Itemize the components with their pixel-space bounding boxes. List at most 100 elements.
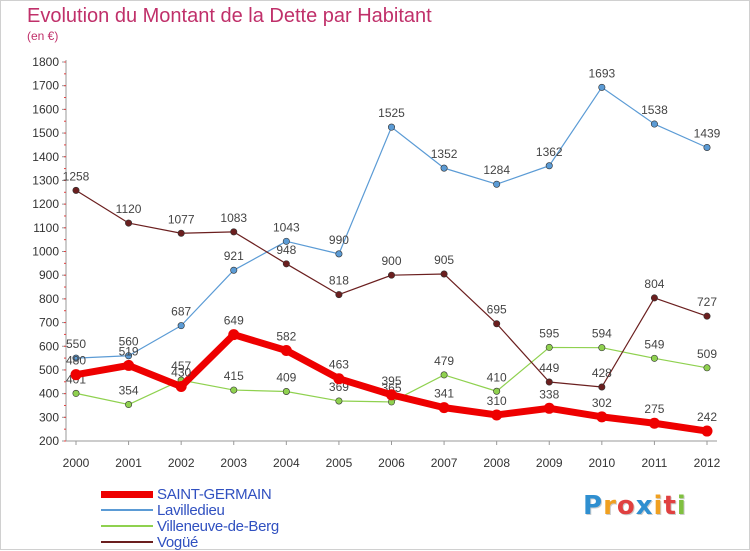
data-point bbox=[438, 402, 450, 414]
data-label: 804 bbox=[644, 277, 664, 291]
data-label: 415 bbox=[224, 369, 244, 383]
data-label: 310 bbox=[487, 394, 507, 408]
y-tick-label: 1300 bbox=[32, 173, 59, 187]
data-point bbox=[545, 162, 553, 170]
data-label: 905 bbox=[434, 253, 454, 267]
data-label: 480 bbox=[66, 354, 86, 368]
data-label: 1525 bbox=[378, 106, 405, 120]
data-point bbox=[440, 371, 448, 379]
data-point bbox=[72, 186, 80, 194]
data-point bbox=[598, 83, 606, 91]
data-point bbox=[545, 378, 553, 386]
data-label: 595 bbox=[539, 326, 559, 340]
legend-label: Lavilledieu bbox=[157, 501, 225, 519]
data-point bbox=[177, 322, 185, 330]
data-label: 1077 bbox=[168, 212, 195, 226]
data-point bbox=[230, 266, 238, 274]
x-tick-label: 2007 bbox=[431, 456, 458, 470]
data-label: 550 bbox=[66, 337, 86, 351]
data-label: 1258 bbox=[63, 169, 90, 183]
data-point bbox=[386, 389, 397, 401]
chart-subtitle: (en €) bbox=[27, 29, 59, 43]
x-tick-label: 2010 bbox=[588, 456, 615, 470]
y-tick-label: 900 bbox=[39, 268, 59, 282]
legend-swatch bbox=[101, 541, 153, 543]
legend-item: Villeneuve-de-Berg bbox=[101, 517, 279, 535]
data-label: 457 bbox=[171, 359, 191, 373]
data-label: 449 bbox=[539, 361, 559, 375]
data-label: 1083 bbox=[220, 211, 247, 225]
data-label: 479 bbox=[434, 354, 454, 368]
data-label: 338 bbox=[539, 387, 559, 401]
data-label: 275 bbox=[644, 402, 664, 416]
data-point bbox=[335, 397, 343, 405]
data-point bbox=[703, 364, 711, 372]
data-label: 509 bbox=[697, 347, 717, 361]
data-point bbox=[650, 354, 658, 362]
data-point bbox=[230, 228, 238, 236]
data-point bbox=[440, 270, 448, 278]
y-tick-label: 500 bbox=[39, 363, 59, 377]
legend-swatch bbox=[101, 525, 153, 527]
y-tick-label: 1800 bbox=[32, 55, 59, 69]
data-label: 302 bbox=[592, 396, 612, 410]
x-tick-label: 2006 bbox=[378, 456, 405, 470]
y-tick-label: 1200 bbox=[32, 197, 59, 211]
data-point bbox=[72, 354, 80, 362]
logo-letter: x bbox=[635, 491, 654, 521]
x-tick-label: 2001 bbox=[115, 456, 142, 470]
logo-letter: o bbox=[616, 491, 636, 521]
data-label: 1538 bbox=[641, 103, 668, 117]
x-tick-label: 2002 bbox=[168, 456, 195, 470]
data-point bbox=[387, 271, 395, 279]
data-point bbox=[703, 312, 711, 320]
data-label: 395 bbox=[381, 374, 401, 388]
data-point bbox=[282, 260, 290, 268]
y-tick-label: 600 bbox=[39, 339, 59, 353]
legend-label: SAINT-GERMAIN bbox=[157, 485, 272, 503]
x-tick-label: 2011 bbox=[642, 456, 668, 470]
legend-item: Vogüé bbox=[101, 533, 279, 551]
legend-label: Vogüé bbox=[157, 533, 199, 551]
data-label: 649 bbox=[224, 314, 244, 328]
x-tick-label: 2000 bbox=[63, 456, 90, 470]
y-tick-label: 400 bbox=[39, 387, 59, 401]
data-label: 727 bbox=[697, 295, 717, 309]
data-point bbox=[440, 164, 448, 172]
logo-letter: P bbox=[583, 491, 604, 521]
data-label: 354 bbox=[119, 384, 139, 398]
x-tick-label: 2003 bbox=[220, 456, 247, 470]
data-point bbox=[650, 120, 658, 128]
data-point bbox=[175, 381, 187, 393]
data-point bbox=[545, 343, 553, 351]
data-label: 695 bbox=[487, 303, 507, 317]
data-label: 1693 bbox=[588, 66, 615, 80]
data-point bbox=[125, 219, 133, 227]
data-label: 409 bbox=[276, 370, 296, 384]
data-point bbox=[493, 180, 501, 188]
data-point bbox=[282, 237, 290, 245]
data-point bbox=[282, 387, 290, 395]
data-point bbox=[650, 294, 658, 302]
x-tick-label: 2005 bbox=[326, 456, 353, 470]
data-point bbox=[491, 409, 503, 421]
legend-item: Lavilledieu bbox=[101, 501, 279, 519]
proxiti-logo: Proxiti bbox=[583, 491, 687, 521]
data-label: 549 bbox=[644, 337, 664, 351]
data-point bbox=[335, 291, 343, 299]
data-point bbox=[335, 250, 343, 258]
x-tick-label: 2008 bbox=[483, 456, 510, 470]
y-tick-label: 800 bbox=[39, 292, 59, 306]
y-tick-label: 1000 bbox=[32, 245, 59, 259]
data-point bbox=[596, 411, 608, 423]
data-point bbox=[72, 389, 80, 397]
data-label: 463 bbox=[329, 358, 349, 372]
data-point bbox=[333, 373, 345, 385]
logo-letter: t bbox=[663, 491, 677, 521]
legend-label: Villeneuve-de-Berg bbox=[157, 517, 279, 535]
data-label: 582 bbox=[276, 330, 296, 344]
data-label: 341 bbox=[434, 387, 454, 401]
data-point bbox=[177, 229, 185, 237]
